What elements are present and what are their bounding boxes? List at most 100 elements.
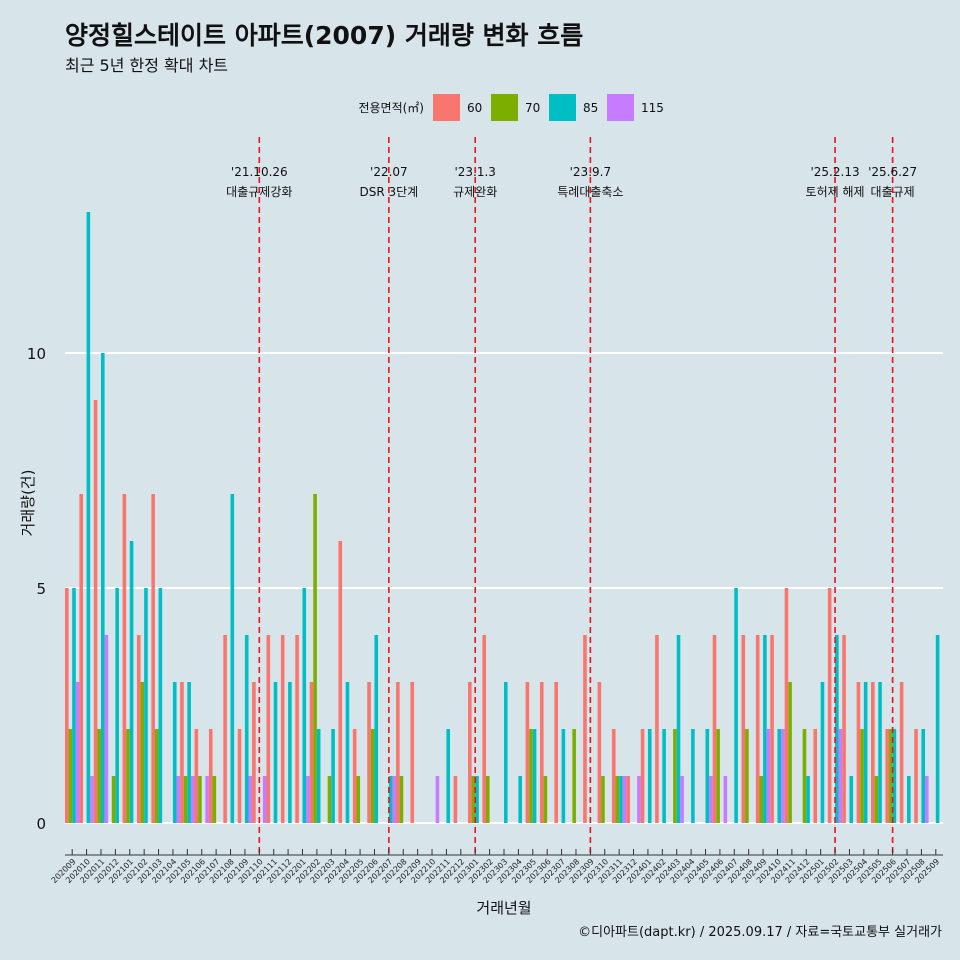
legend-label-60: 60 — [467, 101, 482, 115]
bar-70-202310 — [601, 776, 605, 823]
bar-85-202202 — [316, 729, 321, 823]
bar-85-202203 — [331, 729, 335, 823]
bar-70-202306 — [543, 776, 548, 823]
bar-115-202009 — [75, 682, 80, 823]
bar-70-202205 — [356, 776, 361, 823]
bar-60-202101 — [122, 494, 127, 823]
chart-subtitle: 최근 5년 한정 확대 차트 — [65, 56, 229, 75]
bar-60-202112 — [280, 635, 285, 823]
bar-60-202408 — [741, 635, 746, 823]
event-label-1: DSR 3단계 — [359, 185, 418, 199]
y-axis: 0 5 10 — [27, 345, 46, 833]
bar-85-202109 — [244, 635, 249, 823]
bar-115-202502 — [838, 729, 843, 823]
bar-115-202410 — [781, 729, 785, 823]
bar-60-202109 — [237, 729, 242, 823]
bar-60-202503 — [842, 635, 846, 823]
legend: 전용면적(㎡) 60 70 85 115 — [358, 94, 664, 121]
bar-115-202409 — [766, 729, 771, 823]
bar-85-202507 — [907, 776, 911, 823]
bar-60-202311 — [611, 729, 616, 823]
bar-60-202409 — [755, 635, 760, 823]
bar-70-202106 — [198, 776, 202, 823]
bar-70-202107 — [212, 776, 217, 823]
bar-70-202011 — [97, 729, 101, 823]
bar-60-202401 — [640, 729, 645, 823]
bar-85-202409 — [763, 635, 767, 823]
legend-swatch-85 — [549, 94, 576, 121]
bar-85-202112 — [288, 682, 292, 823]
bar-70-202203 — [327, 776, 332, 823]
bar-85-202211 — [446, 729, 451, 823]
bar-85-202301 — [475, 776, 479, 823]
bar-85-202504 — [863, 682, 868, 823]
bar-85-202111 — [273, 682, 278, 823]
bar-85-202404 — [691, 729, 695, 823]
bar-60-202202 — [309, 682, 314, 823]
bar-115-202207 — [392, 776, 397, 823]
bar-60-202102 — [136, 635, 141, 823]
bar-85-202402 — [662, 729, 666, 823]
bar-115-202311 — [622, 776, 627, 823]
bar-70-202102 — [140, 682, 145, 823]
bar-70-202105 — [183, 776, 188, 823]
bar-85-202501 — [820, 682, 825, 823]
bar-85-202011 — [100, 353, 105, 823]
bar-85-202108 — [230, 494, 235, 823]
bar-70-202302 — [486, 776, 490, 823]
bar-60-202505 — [871, 682, 875, 823]
bar-60-202508 — [914, 729, 918, 823]
bar-115-202110 — [262, 776, 267, 823]
bar-85-202103 — [158, 588, 163, 823]
bar-115-202201 — [306, 776, 310, 823]
bar-60-202504 — [856, 682, 861, 823]
legend-label-85: 85 — [583, 101, 598, 115]
x-axis-label: 거래년월 — [476, 899, 531, 917]
bar-115-202011 — [104, 635, 109, 823]
bar-70-202412 — [802, 729, 807, 823]
bar-60-202011 — [93, 400, 98, 823]
event-annotations: '21.10.26 대출규제강화 '22.07 DSR 3단계 '23.1.3 규제완화 '… — [226, 137, 917, 855]
bar-115-202508 — [925, 776, 929, 823]
bar-115-202312 — [637, 776, 641, 823]
event-date-3: '23.9.7 — [570, 165, 611, 179]
bar-115-202406 — [723, 776, 728, 823]
event-date-5: '25.6.27 — [868, 165, 917, 179]
bar-115-202405 — [709, 776, 713, 823]
bar-60-202106 — [194, 729, 199, 823]
bar-60-202410 — [770, 635, 774, 823]
bar-85-202304 — [518, 776, 522, 823]
bar-85-202401 — [647, 729, 652, 823]
bar-60-202312 — [626, 776, 630, 823]
bar-85-202403 — [676, 635, 681, 823]
y-tick-label-0: 0 — [36, 815, 46, 833]
bar-115-202105 — [190, 776, 195, 823]
bar-60-202507 — [899, 682, 904, 823]
bar-85-202303 — [504, 682, 508, 823]
bar-60-202506 — [885, 729, 890, 823]
bar-70-202308 — [572, 729, 576, 823]
bar-85-202305 — [532, 729, 537, 823]
bar-70-202408 — [745, 729, 749, 823]
bar-85-202206 — [374, 635, 379, 823]
bar-70-202301 — [471, 776, 476, 823]
event-date-4: '25.2.13 — [810, 165, 859, 179]
bar-85-202204 — [345, 682, 350, 823]
bar-70-202202 — [313, 494, 317, 823]
bar-60-202110 — [252, 682, 256, 823]
bar-70-202009 — [68, 729, 73, 823]
bar-60-202009 — [65, 588, 69, 823]
bar-60-202209 — [410, 682, 415, 823]
y-tick-label-5: 5 — [36, 580, 46, 598]
bar-70-202206 — [370, 729, 375, 823]
bar-85-202207 — [388, 776, 393, 823]
bar-60-202402 — [655, 635, 659, 823]
bar-60-202201 — [295, 635, 299, 823]
bar-60-202411 — [784, 588, 789, 823]
legend-swatch-60 — [433, 94, 460, 121]
source-caption: ©디아파트(dapt.kr) / 2025.09.17 / 자료=국토교통부 실… — [578, 925, 942, 940]
bars — [65, 212, 940, 823]
bar-85-202104 — [172, 682, 177, 823]
bar-60-202103 — [151, 494, 155, 823]
